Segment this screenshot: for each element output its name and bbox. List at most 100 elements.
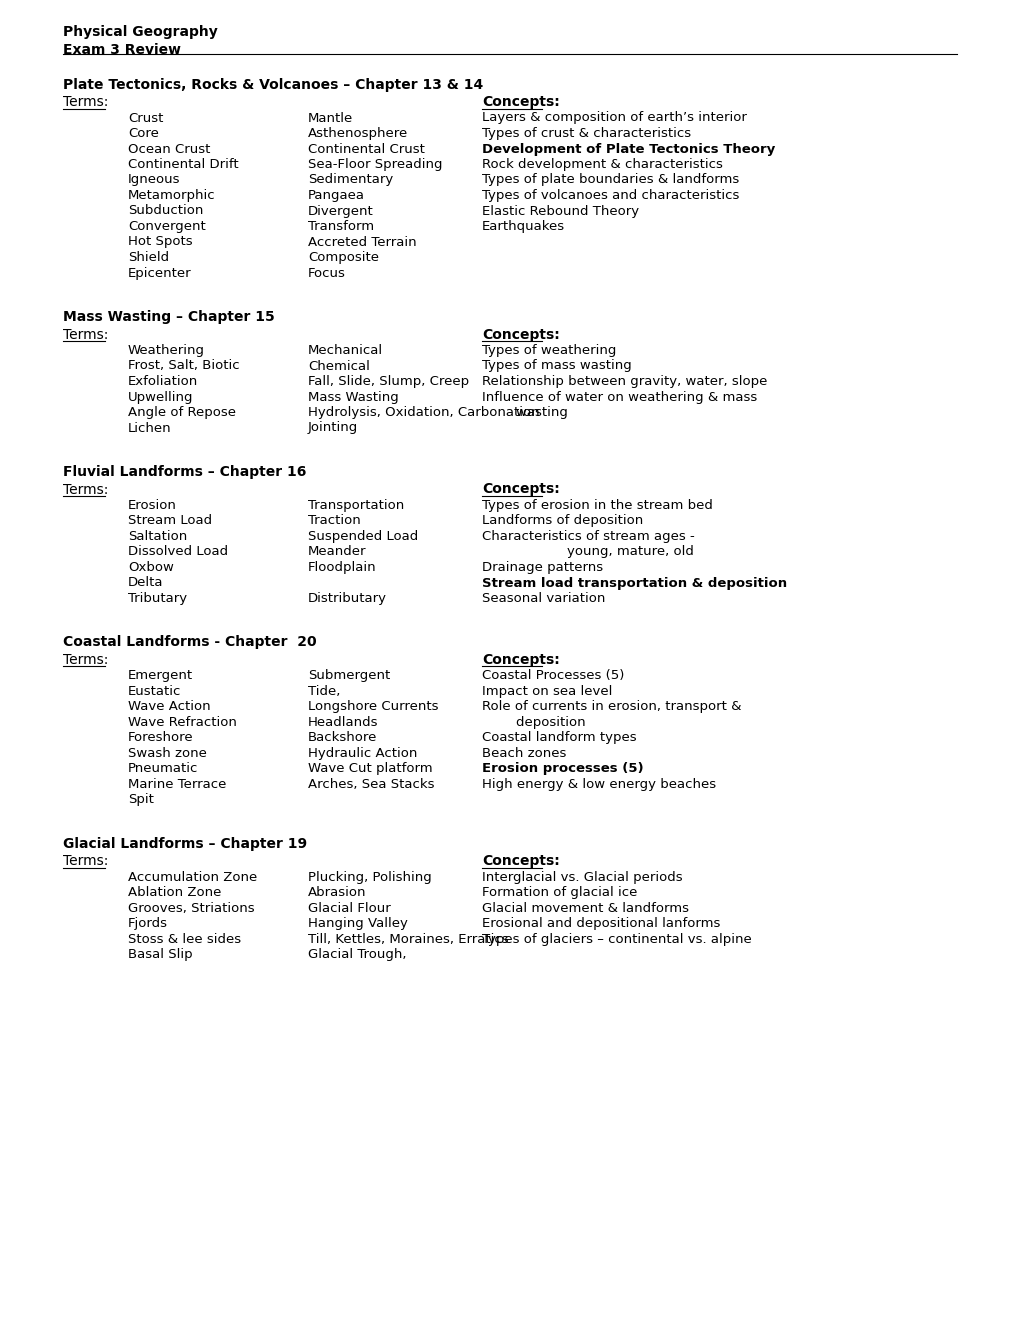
- Text: Types of glaciers – continental vs. alpine: Types of glaciers – continental vs. alpi…: [482, 933, 751, 946]
- Text: Weathering: Weathering: [127, 345, 205, 356]
- Text: Concepts:: Concepts:: [482, 854, 559, 869]
- Text: Terms:: Terms:: [63, 854, 108, 869]
- Text: Mechanical: Mechanical: [308, 345, 383, 356]
- Text: Sea-Floor Spreading: Sea-Floor Spreading: [308, 158, 442, 172]
- Text: Development of Plate Tectonics Theory: Development of Plate Tectonics Theory: [482, 143, 774, 156]
- Text: Oxbow: Oxbow: [127, 561, 173, 574]
- Text: Stream load transportation & deposition: Stream load transportation & deposition: [482, 577, 787, 590]
- Text: Erosional and depositional lanforms: Erosional and depositional lanforms: [482, 917, 719, 931]
- Text: Frost, Salt, Biotic: Frost, Salt, Biotic: [127, 359, 239, 372]
- Text: Formation of glacial ice: Formation of glacial ice: [482, 887, 637, 899]
- Text: Backshore: Backshore: [308, 731, 377, 744]
- Text: Submergent: Submergent: [308, 669, 390, 682]
- Text: Shield: Shield: [127, 251, 169, 264]
- Text: Glacial movement & landforms: Glacial movement & landforms: [482, 902, 688, 915]
- Text: Headlands: Headlands: [308, 715, 378, 729]
- Text: Marine Terrace: Marine Terrace: [127, 777, 226, 791]
- Text: Convergent: Convergent: [127, 220, 206, 234]
- Text: Concepts:: Concepts:: [482, 327, 559, 342]
- Text: Exam 3 Review: Exam 3 Review: [63, 42, 180, 57]
- Text: Types of volcanoes and characteristics: Types of volcanoes and characteristics: [482, 189, 739, 202]
- Text: Types of weathering: Types of weathering: [482, 345, 615, 356]
- Text: Pangaea: Pangaea: [308, 189, 365, 202]
- Text: Coastal Landforms - Chapter  20: Coastal Landforms - Chapter 20: [63, 635, 316, 649]
- Text: Transform: Transform: [308, 220, 374, 234]
- Text: Influence of water on weathering & mass: Influence of water on weathering & mass: [482, 391, 756, 404]
- Text: Suspended Load: Suspended Load: [308, 531, 418, 543]
- Text: Rock development & characteristics: Rock development & characteristics: [482, 158, 722, 172]
- Text: Spit: Spit: [127, 793, 154, 807]
- Text: Ablation Zone: Ablation Zone: [127, 887, 221, 899]
- Text: Till, Kettles, Moraines, Erratics: Till, Kettles, Moraines, Erratics: [308, 933, 508, 946]
- Text: Fjords: Fjords: [127, 917, 168, 931]
- Text: Interglacial vs. Glacial periods: Interglacial vs. Glacial periods: [482, 871, 682, 884]
- Text: Dissolved Load: Dissolved Load: [127, 545, 228, 558]
- Text: Hydraulic Action: Hydraulic Action: [308, 747, 417, 760]
- Text: Glacial Landforms – Chapter 19: Glacial Landforms – Chapter 19: [63, 837, 307, 851]
- Text: wasting: wasting: [482, 407, 568, 418]
- Text: Seasonal variation: Seasonal variation: [482, 591, 605, 605]
- Text: deposition: deposition: [482, 715, 585, 729]
- Text: Coastal Processes (5): Coastal Processes (5): [482, 669, 624, 682]
- Text: Epicenter: Epicenter: [127, 267, 192, 280]
- Text: Metamorphic: Metamorphic: [127, 189, 215, 202]
- Text: Concepts:: Concepts:: [482, 483, 559, 496]
- Text: Landforms of deposition: Landforms of deposition: [482, 515, 643, 528]
- Text: Upwelling: Upwelling: [127, 391, 194, 404]
- Text: Transportation: Transportation: [308, 499, 404, 512]
- Text: Glacial Trough,: Glacial Trough,: [308, 949, 407, 961]
- Text: Plate Tectonics, Rocks & Volcanoes – Chapter 13 & 14: Plate Tectonics, Rocks & Volcanoes – Cha…: [63, 78, 483, 91]
- Text: Accumulation Zone: Accumulation Zone: [127, 871, 257, 884]
- Text: Ocean Crust: Ocean Crust: [127, 143, 210, 156]
- Text: Continental Drift: Continental Drift: [127, 158, 238, 172]
- Text: Core: Core: [127, 127, 159, 140]
- Text: Hanging Valley: Hanging Valley: [308, 917, 408, 931]
- Text: Foreshore: Foreshore: [127, 731, 194, 744]
- Text: Crust: Crust: [127, 111, 163, 124]
- Text: Traction: Traction: [308, 515, 361, 528]
- Text: Glacial Flour: Glacial Flour: [308, 902, 390, 915]
- Text: Stoss & lee sides: Stoss & lee sides: [127, 933, 240, 946]
- Text: Sedimentary: Sedimentary: [308, 173, 393, 186]
- Text: Emergent: Emergent: [127, 669, 193, 682]
- Text: Meander: Meander: [308, 545, 366, 558]
- Text: Fall, Slide, Slump, Creep: Fall, Slide, Slump, Creep: [308, 375, 469, 388]
- Text: Chemical: Chemical: [308, 359, 370, 372]
- Text: Arches, Sea Stacks: Arches, Sea Stacks: [308, 777, 434, 791]
- Text: Jointing: Jointing: [308, 421, 358, 434]
- Text: Beach zones: Beach zones: [482, 747, 566, 760]
- Text: Types of crust & characteristics: Types of crust & characteristics: [482, 127, 691, 140]
- Text: Asthenosphere: Asthenosphere: [308, 127, 408, 140]
- Text: Floodplain: Floodplain: [308, 561, 376, 574]
- Text: Layers & composition of earth’s interior: Layers & composition of earth’s interior: [482, 111, 746, 124]
- Text: Terms:: Terms:: [63, 95, 108, 110]
- Text: Wave Cut platform: Wave Cut platform: [308, 763, 432, 775]
- Text: Hydrolysis, Oxidation, Carbonation: Hydrolysis, Oxidation, Carbonation: [308, 407, 539, 418]
- Text: Divergent: Divergent: [308, 205, 373, 218]
- Text: Basal Slip: Basal Slip: [127, 949, 193, 961]
- Text: Characteristics of stream ages -: Characteristics of stream ages -: [482, 531, 694, 543]
- Text: Plucking, Polishing: Plucking, Polishing: [308, 871, 431, 884]
- Text: High energy & low energy beaches: High energy & low energy beaches: [482, 777, 715, 791]
- Text: Wave Action: Wave Action: [127, 701, 210, 714]
- Text: Earthquakes: Earthquakes: [482, 220, 565, 234]
- Text: Tributary: Tributary: [127, 591, 186, 605]
- Text: young, mature, old: young, mature, old: [482, 545, 693, 558]
- Text: Longshore Currents: Longshore Currents: [308, 701, 438, 714]
- Text: Grooves, Striations: Grooves, Striations: [127, 902, 255, 915]
- Text: Angle of Repose: Angle of Repose: [127, 407, 235, 418]
- Text: Concepts:: Concepts:: [482, 653, 559, 667]
- Text: Mass Wasting – Chapter 15: Mass Wasting – Chapter 15: [63, 310, 274, 323]
- Text: Swash zone: Swash zone: [127, 747, 207, 760]
- Text: Types of erosion in the stream bed: Types of erosion in the stream bed: [482, 499, 712, 512]
- Text: Concepts:: Concepts:: [482, 95, 559, 110]
- Text: Mantle: Mantle: [308, 111, 353, 124]
- Text: Accreted Terrain: Accreted Terrain: [308, 235, 416, 248]
- Text: Relationship between gravity, water, slope: Relationship between gravity, water, slo…: [482, 375, 766, 388]
- Text: Composite: Composite: [308, 251, 379, 264]
- Text: Igneous: Igneous: [127, 173, 180, 186]
- Text: Role of currents in erosion, transport &: Role of currents in erosion, transport &: [482, 701, 741, 714]
- Text: Stream Load: Stream Load: [127, 515, 212, 528]
- Text: Coastal landform types: Coastal landform types: [482, 731, 636, 744]
- Text: Mass Wasting: Mass Wasting: [308, 391, 398, 404]
